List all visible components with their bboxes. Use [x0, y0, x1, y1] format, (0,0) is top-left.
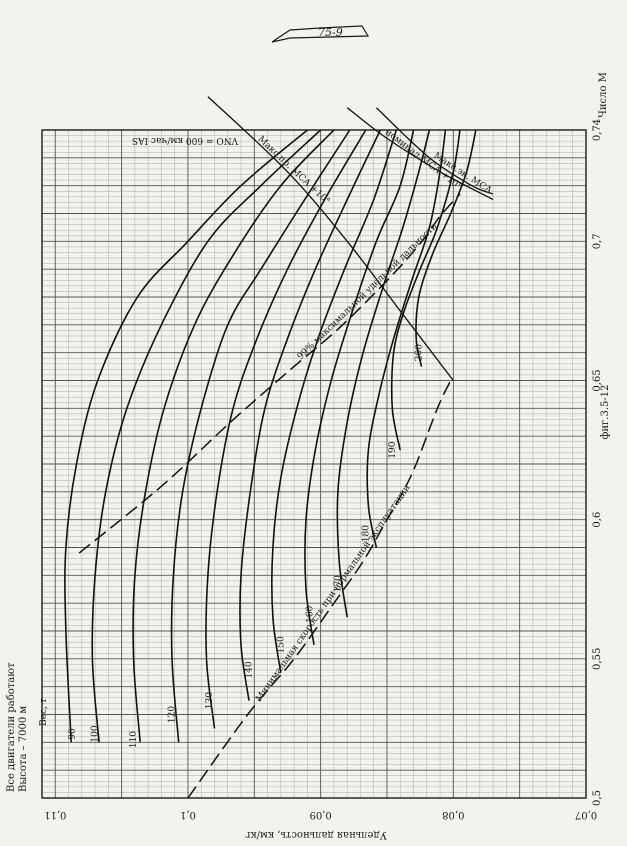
weight-curve-120: [170, 129, 351, 743]
weight-curve-170: [336, 129, 431, 618]
x-axis-label: Удельная дальность, км/кг: [245, 829, 387, 840]
boundary-line-2: [375, 107, 494, 195]
header-stamp: 75-9: [271, 25, 370, 43]
condition-altitude: Высота – 7000 м: [18, 706, 29, 792]
boundary-line-1: [187, 380, 452, 799]
header-stamp-text: 75-9: [318, 26, 343, 39]
label-max-pr-isa10: Макс.пр. МСА +10°: [256, 134, 332, 206]
speed-note: VNO = 600 км/час IAS: [132, 135, 239, 145]
weight-curve-110: [132, 129, 335, 743]
weight-label-120: 120: [168, 706, 178, 723]
weight-label-100: 100: [91, 725, 101, 742]
weight-curve-140: [239, 129, 382, 701]
weight-curve-180: [366, 129, 447, 548]
y-tick-label: 0,65: [592, 369, 603, 391]
x-tick-label: 0,07: [575, 809, 597, 820]
weight-curve-200: [415, 129, 477, 367]
weight-label-110: 110: [129, 731, 139, 748]
weight-label-150: 150: [276, 636, 286, 653]
weight-curve-150: [271, 129, 398, 673]
weight-label-190: 190: [388, 441, 398, 458]
weight-label-140: 140: [245, 661, 255, 678]
x-tick-labels: 0,11 0,1 0,09 0,08 0,07: [44, 809, 597, 820]
y-axis-label: Число М: [598, 72, 609, 118]
y-tick-label: 0,5: [592, 790, 603, 806]
condition-engines: Все двигатели работают: [6, 662, 17, 792]
weight-curves: [64, 129, 477, 743]
y-tick-labels: 0,5 0,55 0,6 0,65 0,7 0,74: [592, 119, 603, 806]
boundary-line-3: [346, 107, 494, 201]
weight-label: Вес, т: [39, 698, 49, 726]
plot-frame: [41, 129, 587, 799]
boundary-line-0: [78, 193, 461, 554]
weight-label-90: 90: [68, 728, 78, 740]
weight-label-200: 200: [414, 344, 424, 361]
weight-labels: 90 100 110 120 130 140 150 160 170 180 190 200: [68, 344, 424, 748]
weight-label-170: 170: [334, 575, 344, 592]
label-99-max-range: 99% максимальной удельной дальности: [296, 221, 440, 362]
weight-curve-160: [304, 129, 415, 646]
y-tick-label: 0,74: [592, 119, 603, 141]
figure-label: фиг.3.5-12: [600, 385, 611, 440]
weight-curve-90: [64, 129, 308, 743]
weight-label-130: 130: [205, 692, 215, 709]
x-tick-label: 0,11: [44, 809, 66, 820]
weight-curve-100: [91, 129, 322, 743]
y-tick-label: 0,55: [592, 648, 603, 670]
y-tick-label: 0,7: [592, 233, 603, 249]
x-tick-label: 0,09: [310, 809, 332, 820]
x-tick-label: 0,1: [180, 809, 196, 820]
label-min-speed: Минимальная скорость при нормальной эксп…: [254, 483, 413, 704]
weight-curve-130: [205, 129, 367, 729]
x-tick-label: 0,08: [442, 809, 464, 820]
y-tick-label: 0,6: [592, 512, 603, 528]
weight-label-180: 180: [361, 525, 371, 542]
weight-curve-190: [390, 129, 461, 451]
weight-label-160: 160: [306, 605, 316, 622]
